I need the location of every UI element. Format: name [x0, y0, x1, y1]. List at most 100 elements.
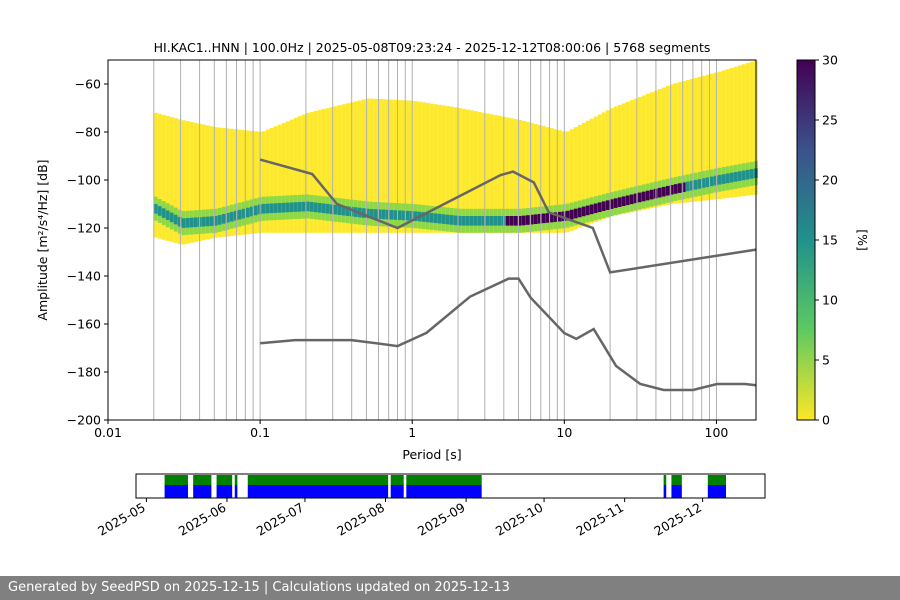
density-column [577, 124, 582, 228]
density-column [341, 104, 346, 233]
density-mode [429, 213, 434, 223]
timeline-frame [135, 473, 766, 499]
density-mode [705, 177, 710, 188]
density-mode [237, 209, 242, 220]
density-mode [741, 170, 746, 181]
density-column [309, 111, 314, 233]
coverage-bar-top [164, 475, 188, 485]
density-mode [457, 215, 462, 226]
density-mode [313, 202, 318, 213]
y-tick-label: −200 [67, 413, 101, 428]
density-column [253, 131, 258, 234]
density-mode [341, 205, 346, 216]
density-column [553, 129, 558, 233]
density-mode [469, 216, 474, 226]
density-column [353, 101, 358, 233]
coverage-bar-bottom [193, 485, 212, 498]
colorbar-tick-label: 20 [822, 173, 838, 188]
density-column [445, 106, 450, 233]
grid [153, 60, 717, 420]
density-mode [385, 209, 390, 220]
density-mode [745, 169, 750, 180]
psd-density [153, 60, 758, 245]
density-mode [661, 186, 666, 197]
density-column [525, 121, 530, 233]
density-column [313, 110, 318, 233]
density-column [301, 114, 306, 233]
coverage-bar-top [707, 475, 727, 485]
density-column [737, 65, 742, 197]
ppsd-chart: HI.KAC1..HNN | 100.0Hz | 2025-05-08T09:2… [35, 40, 870, 539]
density-column [245, 130, 250, 235]
density-column [569, 129, 574, 231]
density-column [617, 104, 622, 215]
density-column [709, 73, 714, 200]
density-mode [697, 179, 702, 189]
coverage-bar-top [671, 475, 682, 485]
density-mode [245, 207, 250, 218]
density-column [645, 93, 650, 209]
chart-title: HI.KAC1..HNN | 100.0Hz | 2025-05-08T09:2… [154, 40, 711, 55]
density-mode [473, 216, 478, 226]
density-column [717, 71, 722, 200]
density-column [561, 131, 566, 233]
y-tick-label: −180 [67, 365, 101, 380]
density-column [249, 130, 254, 234]
coverage-timeline: 2025-05 2025-06 2025-07 2025-08 2025-09 2025-… [95, 473, 766, 539]
density-column [629, 100, 634, 213]
y-axis: −200 −180 −160 −140 −120 −100 −80 −60 [67, 77, 108, 428]
density-mode [693, 179, 698, 190]
coverage-bar-top [390, 475, 404, 485]
density-column [285, 121, 290, 233]
density-column [281, 122, 286, 233]
density-mode [489, 216, 494, 226]
footer: Generated by SeedPSD on 2025-12-15 | Cal… [0, 576, 900, 600]
density-mode [401, 210, 406, 221]
density-column [217, 127, 222, 238]
density-column [421, 102, 426, 233]
density-column [325, 108, 330, 233]
density-column [581, 122, 586, 227]
colorbar-tick-label: 0 [822, 413, 830, 428]
density-mode [477, 216, 482, 226]
density-column [425, 102, 430, 233]
y-tick-label: −120 [67, 221, 101, 236]
density-column [393, 99, 398, 233]
coverage-bar-bottom [390, 485, 404, 498]
density-column [573, 127, 578, 230]
density-mode [233, 210, 238, 221]
density-mode [749, 169, 754, 179]
density-column [685, 80, 690, 203]
density-column [333, 106, 338, 233]
density-column [469, 110, 474, 233]
density-mode [605, 200, 610, 210]
density-column [649, 92, 654, 209]
density-column [585, 120, 590, 225]
colorbar-tick-label: 5 [822, 353, 830, 368]
density-column [625, 101, 630, 213]
density-mode [497, 216, 502, 226]
density-column [633, 98, 638, 212]
density-column [597, 114, 602, 221]
density-mode [441, 214, 446, 224]
density-mode [545, 213, 550, 223]
density-column [153, 112, 158, 238]
density-mode [329, 204, 334, 215]
coverage-bar-bottom [234, 485, 238, 498]
density-column [509, 118, 514, 233]
density-column [189, 121, 194, 243]
density-column [565, 131, 570, 233]
density-mode [193, 217, 198, 228]
coverage-bar-top [247, 475, 389, 485]
density-column [165, 116, 170, 241]
density-column [621, 103, 626, 214]
density-column [749, 61, 754, 196]
density-mode [221, 214, 226, 224]
density-column [733, 66, 738, 198]
colorbar-tick-label: 30 [822, 53, 838, 68]
density-column [453, 107, 458, 233]
density-mode [225, 212, 230, 223]
density-mode [309, 202, 314, 212]
density-column [177, 119, 182, 245]
density-column [229, 128, 234, 236]
